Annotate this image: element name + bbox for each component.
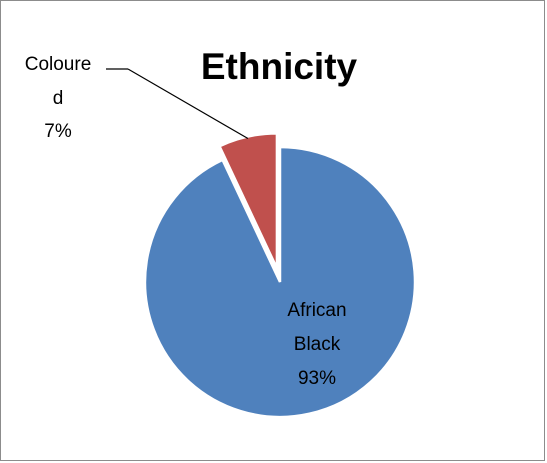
pie-slice-coloured (217, 132, 279, 269)
pie-slice-african-black (143, 145, 417, 419)
leader-line-segment (127, 68, 249, 140)
slice-label-african-black-line2: Black (294, 334, 341, 355)
slice-label-african-black-value: 93% (298, 368, 336, 389)
slice-label-coloured-value: 7% (44, 121, 72, 142)
slice-label-african-black-line1: African (287, 300, 346, 321)
slice-label-coloured-line1: Coloure (25, 54, 92, 75)
slice-label-coloured-line2: d (53, 88, 64, 109)
chart-title: Ethnicity (201, 46, 358, 87)
